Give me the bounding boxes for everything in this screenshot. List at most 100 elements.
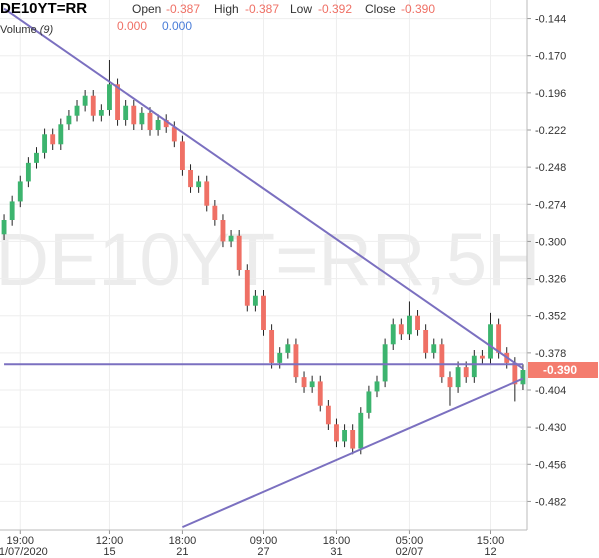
x-tick-label: 12:00 — [96, 535, 124, 547]
candle-body — [439, 344, 445, 378]
candle-body — [463, 367, 469, 378]
volume-name: Volume — [0, 24, 37, 36]
candle-body — [309, 381, 315, 388]
y-tick-label: -0.378 — [535, 348, 566, 360]
y-tick-label: -0.352 — [535, 311, 566, 323]
x-tick-label: 15 — [103, 546, 115, 558]
candle-body — [171, 127, 177, 142]
candle-body — [317, 381, 323, 406]
candle-body — [42, 134, 48, 153]
y-tick-label: -0.430 — [535, 422, 566, 434]
candle-body — [131, 105, 137, 125]
candle-body — [479, 355, 485, 359]
candle-body — [407, 315, 412, 335]
y-tick-label: -0.196 — [535, 88, 566, 100]
y-tick-label: -0.274 — [535, 199, 566, 211]
volume-value: 0.000 — [162, 19, 192, 33]
legend-item: -0.387 — [245, 2, 279, 16]
x-tick-label: 15:00 — [477, 535, 505, 547]
candle-body — [82, 95, 88, 106]
legend-item: Low — [290, 2, 312, 16]
candle-body — [455, 367, 461, 388]
volume-value: 0.000 — [117, 19, 147, 33]
candle-body — [212, 205, 218, 220]
y-tick-label: -0.404 — [535, 385, 566, 397]
last-price-tag — [528, 362, 598, 378]
candle-body — [358, 412, 364, 449]
candle-body — [350, 430, 356, 449]
candle-body — [447, 377, 453, 388]
candle-body — [50, 134, 56, 145]
legend-item: Close — [365, 2, 396, 16]
y-tick-label: -0.482 — [535, 496, 566, 508]
candle-body — [398, 324, 404, 335]
y-tick-label: -0.326 — [535, 274, 566, 286]
x-tick-label: 05:00 — [396, 535, 424, 547]
candle-body — [261, 295, 266, 330]
candle-body — [163, 120, 169, 128]
y-tick-label: -0.170 — [535, 51, 566, 63]
candle-body — [147, 112, 153, 130]
x-tick-label: 02/07 — [396, 546, 424, 558]
candle-body — [488, 324, 493, 359]
volume-period: (9) — [40, 24, 54, 36]
trend-line — [3, 7, 524, 370]
legend-item: Open — [132, 2, 161, 16]
candle-body — [228, 235, 234, 242]
candle-body — [423, 330, 429, 353]
candle-body — [74, 105, 80, 116]
candle-body — [301, 377, 307, 388]
candle-body — [9, 201, 15, 220]
candle-body — [58, 124, 64, 145]
x-tick-label: 19:00 — [7, 535, 35, 547]
volume-label: Volume (9) — [0, 24, 54, 36]
candle-body — [293, 344, 299, 378]
legend-item: High — [214, 2, 239, 16]
candle-body — [220, 220, 226, 242]
candle-body — [325, 405, 331, 425]
x-tick-label: 31 — [330, 546, 342, 558]
legend-item: -0.392 — [318, 2, 352, 16]
symbol: DE10YT=RR — [0, 0, 87, 17]
candle-body — [252, 295, 258, 306]
candle-body — [139, 112, 145, 125]
candle-body — [471, 355, 477, 378]
candle-body — [179, 141, 185, 170]
candle-body — [285, 344, 291, 353]
x-tick-label: 21 — [176, 546, 188, 558]
candle-body — [236, 235, 242, 270]
candle-body — [244, 270, 250, 306]
candle-body — [123, 105, 129, 120]
candle-body — [1, 220, 7, 235]
candle-body — [520, 370, 526, 385]
y-tick-label: -0.222 — [535, 125, 566, 137]
x-tick-label: 12 — [484, 546, 496, 558]
x-tick-label: 18:00 — [169, 535, 197, 547]
candle-body — [382, 344, 388, 382]
y-tick-label: -0.144 — [535, 14, 566, 26]
x-tick-label: 27 — [257, 546, 269, 558]
last-price-label: -0.390 — [543, 363, 577, 377]
candle-body — [196, 181, 202, 188]
candle-body — [277, 352, 283, 363]
candle-body — [17, 181, 23, 202]
candle-body — [34, 152, 39, 163]
candle-body — [374, 381, 380, 392]
candle-body — [496, 324, 502, 353]
candle-body — [155, 120, 161, 130]
y-tick-label: -0.248 — [535, 162, 566, 174]
candle-body — [115, 84, 120, 120]
candle-body — [415, 315, 420, 330]
candle-body — [188, 170, 193, 188]
legend-item: -0.390 — [401, 2, 435, 16]
x-tick-label: 09:00 — [250, 535, 278, 547]
candle-body — [334, 424, 339, 442]
candle-body — [107, 84, 112, 110]
candle-body — [342, 430, 348, 442]
candle-body — [66, 115, 72, 125]
candle-body — [431, 344, 437, 353]
y-tick-label: -0.300 — [535, 236, 566, 248]
candle-body — [25, 162, 31, 182]
candle-body — [90, 95, 96, 116]
